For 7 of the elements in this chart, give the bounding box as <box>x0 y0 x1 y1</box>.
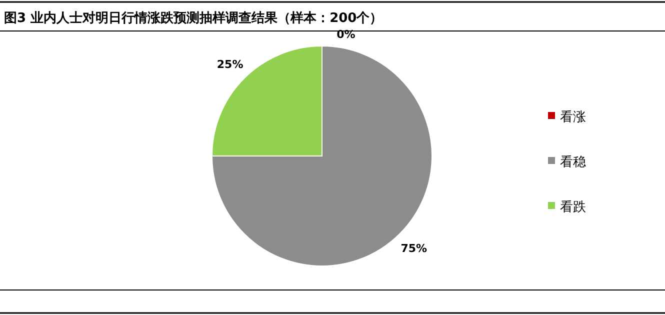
legend-label: 看涨 <box>560 110 586 125</box>
data-label: 75% <box>400 242 428 255</box>
data-label: 25% <box>216 58 244 72</box>
legend-label: 看稳 <box>560 155 586 170</box>
chart-title: 图3 业内人士对明日行情涨跌预测抽样调查结果（样本：200个） <box>4 11 383 26</box>
pie-slice <box>212 46 432 266</box>
legend-label: 看跌 <box>560 200 586 215</box>
